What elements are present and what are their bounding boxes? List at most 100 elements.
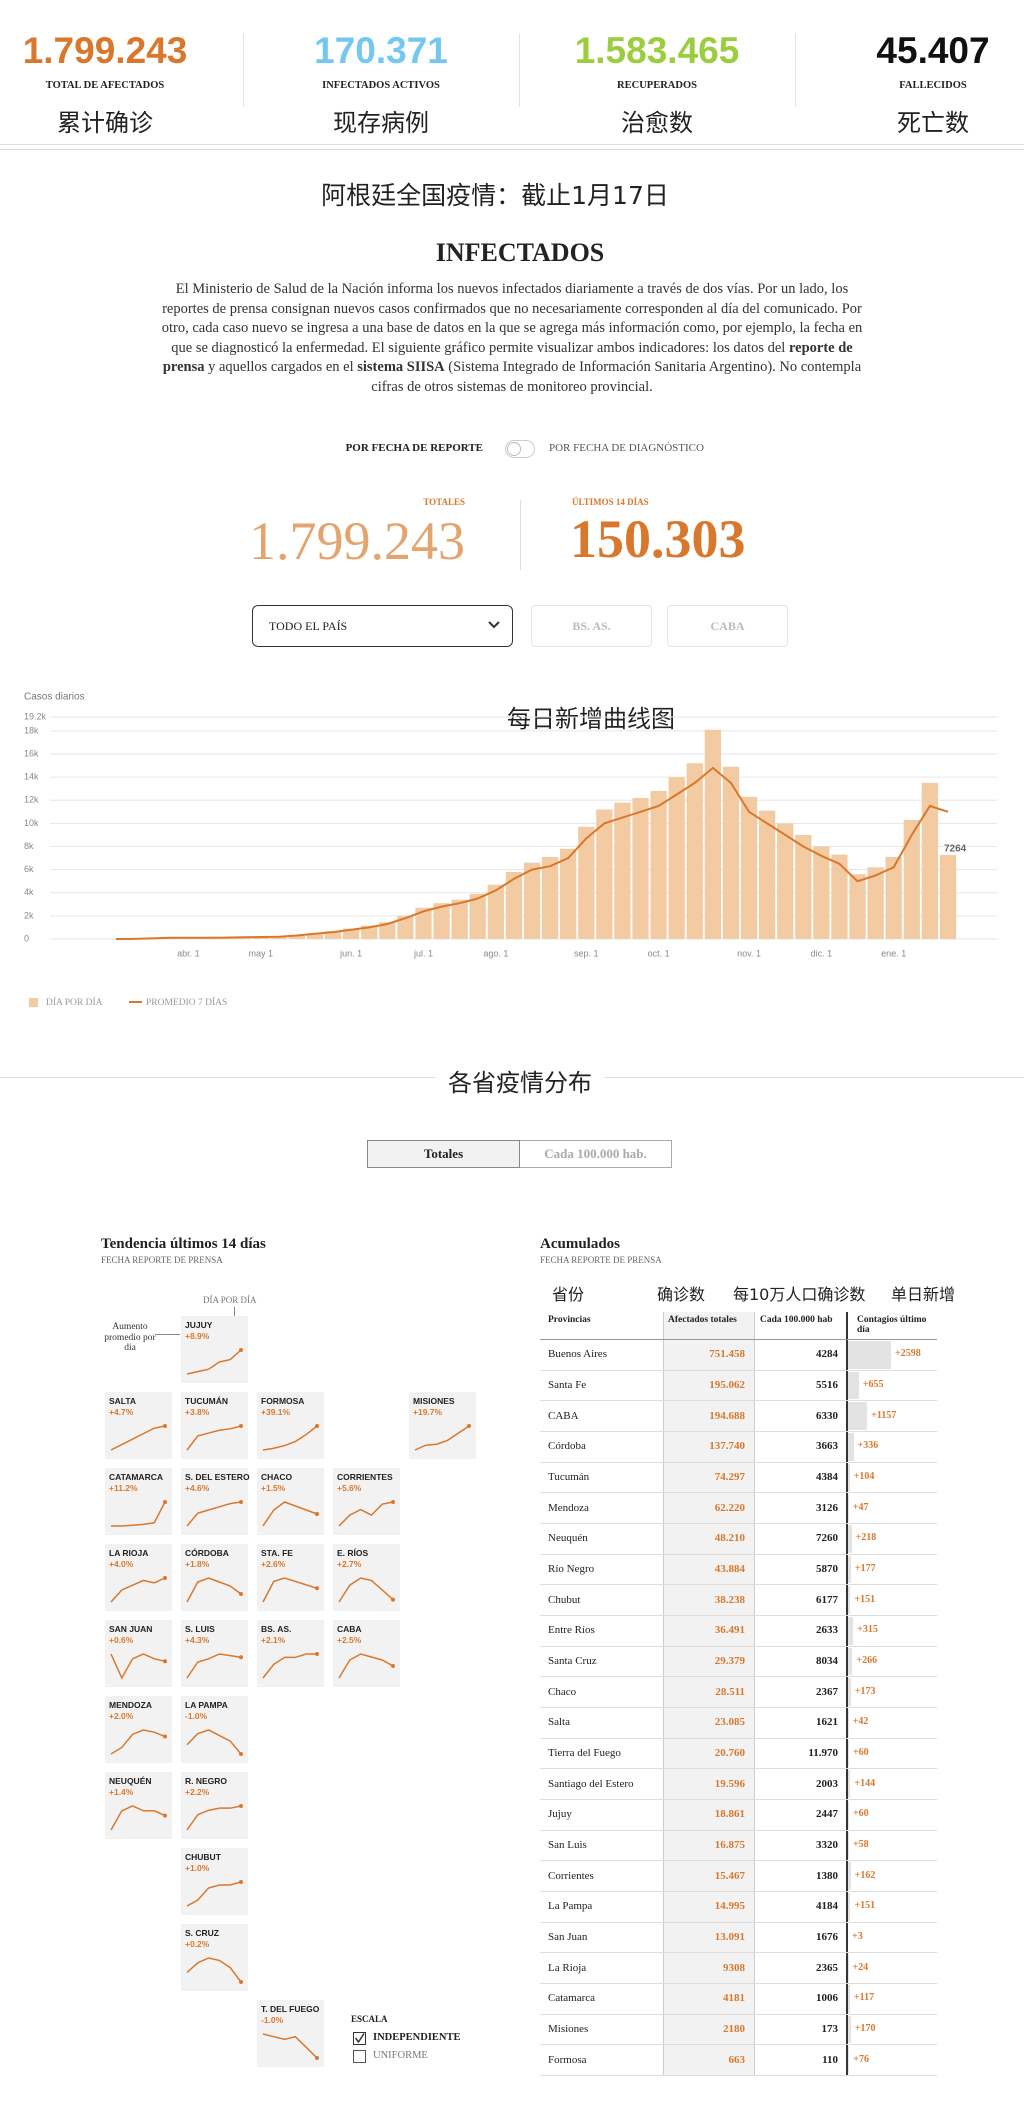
x-tick-label: ene. 1 [881, 948, 906, 958]
province-tile: LA PAMPA -1.0% [181, 1696, 248, 1763]
sparkline [338, 1577, 395, 1603]
bar [704, 729, 721, 939]
sparkline-end [391, 1597, 395, 1602]
scale-option[interactable]: UNIFORME [373, 2050, 428, 2061]
sparkline-line [186, 1349, 242, 1375]
row-rule [540, 1400, 937, 1402]
header-rule [0, 144, 1024, 150]
tab[interactable]: Cada 100.000 hab. [520, 1140, 672, 1168]
column-shade [663, 1312, 755, 2077]
tile-change: +2.6% [261, 1559, 286, 1569]
sparkline-end [315, 1652, 319, 1656]
sparkline [110, 1653, 167, 1680]
tile-name: BS. AS. [261, 1624, 292, 1634]
bar [903, 819, 920, 939]
total-cases: 18.861 [714, 1808, 745, 1821]
per-100k: 2003 [816, 1777, 838, 1790]
new-cases-bar [848, 1402, 868, 1430]
totals-label: TOTALES [423, 497, 465, 507]
filter-button[interactable]: BS. AS. [531, 605, 652, 647]
sparkline-end [315, 2056, 319, 2060]
new-cases-bar [848, 1831, 849, 1860]
row-rule [540, 2013, 937, 2015]
row-rule [540, 1431, 937, 1432]
y-tick-label: 12k [24, 795, 39, 805]
bar [867, 867, 884, 939]
sparkline [262, 1652, 319, 1679]
tile-change: +4.3% [185, 1635, 210, 1645]
per-100k: 5516 [816, 1379, 838, 1391]
legend-label: DÍA POR DÍA [46, 996, 103, 1008]
tile-name: TUCUMÁN [185, 1396, 228, 1406]
recent-label: ÚLTIMOS 14 DÍAS [572, 497, 649, 507]
bar [777, 823, 794, 939]
new-cases-bar [848, 1371, 859, 1400]
new-cases-bar [848, 1463, 850, 1492]
table-note: 每10万人口确诊数 [733, 1285, 866, 1304]
tile-name: E. RÍOS [337, 1548, 369, 1558]
total-cases: 2180 [723, 2023, 745, 2036]
day-label: DÍA POR DÍA [203, 1295, 257, 1305]
bar [813, 846, 830, 939]
row-rule [540, 2075, 937, 2077]
tile-change: -1.0% [261, 2015, 284, 2025]
per-100k: 5870 [816, 1563, 838, 1576]
province-name: Santa Cruz [548, 1655, 597, 1668]
province-name: Chaco [548, 1685, 577, 1698]
bar [722, 766, 740, 939]
checkbox[interactable] [353, 2050, 366, 2063]
province-tile: FORMOSA +39.1% [257, 1392, 324, 1459]
new-cases-bar [848, 1555, 851, 1584]
new-cases-bar [848, 1433, 854, 1461]
row-rule [540, 1983, 937, 1985]
total-cases: 663 [728, 2053, 746, 2066]
note-pointer [155, 1334, 180, 1335]
province-tile: CHUBUT +1.0% [181, 1848, 248, 1915]
new-cases: +151 [854, 1900, 876, 1912]
tile-name: CATAMARCA [109, 1472, 163, 1482]
region-select[interactable]: TODO EL PAÍS [252, 605, 513, 647]
total-cases: 751.458 [709, 1348, 745, 1361]
new-cases: +1157 [871, 1409, 897, 1421]
check [354, 2033, 365, 2044]
sparkline-line [338, 1577, 394, 1603]
value-label: 7264 [944, 844, 967, 855]
toggle-left[interactable]: POR FECHA DE REPORTE [345, 442, 483, 454]
row-rule [540, 1707, 937, 1709]
bar [921, 782, 939, 939]
tile-change: +2.7% [337, 1559, 362, 1569]
tab[interactable]: Totales [367, 1140, 520, 1168]
trend-note: Aumento promedio por día [104, 1322, 156, 1353]
tile-change: +39.1% [261, 1407, 291, 1417]
province-name: La Pampa [548, 1900, 593, 1913]
tile-name: CHUBUT [185, 1852, 221, 1862]
x-tick-label: sep. 1 [574, 948, 599, 958]
toggle-switch[interactable] [505, 440, 535, 458]
y-tick-label: 4k [24, 887, 34, 897]
sparkline [262, 1424, 319, 1451]
sparkline [110, 1424, 167, 1451]
new-cases: +24 [852, 1961, 869, 1973]
filter-button[interactable]: CABA [667, 605, 788, 647]
scale-option[interactable]: INDEPENDIENTE [373, 2032, 461, 2043]
new-cases-bar [848, 1862, 851, 1891]
province-name: Corrientes [548, 1869, 594, 1882]
province-name: San Juan [548, 1931, 588, 1944]
scale-title: ESCALA [351, 2014, 388, 2024]
daily-chart: Casos diarios 每日新增曲线图 0 2k 4k 6k 8k 10k 12k 14k… [24, 692, 997, 1008]
per-100k: 4384 [816, 1471, 838, 1483]
sparkline-end [163, 1576, 167, 1580]
tile-change: +1.8% [185, 1559, 210, 1569]
sparkline-line [414, 1425, 470, 1451]
total-cases: 20.760 [714, 1747, 745, 1760]
tile-name: S. LUIS [185, 1624, 215, 1634]
province-tile: S. CRUZ +0.2% [181, 1924, 248, 1991]
tile-change: +1.5% [261, 1483, 286, 1493]
toggle-right[interactable]: POR FECHA DE DIAGNÓSTICO [549, 442, 704, 454]
table-note: 单日新增 [891, 1285, 956, 1304]
sparkline-line [110, 1805, 166, 1831]
stat-value: 170.371 [314, 30, 448, 71]
row-rule [540, 1737, 937, 1739]
province-tile: CATAMARCA +11.2% [105, 1468, 172, 1535]
tile-name: T. DEL FUEGO [261, 2004, 320, 2014]
